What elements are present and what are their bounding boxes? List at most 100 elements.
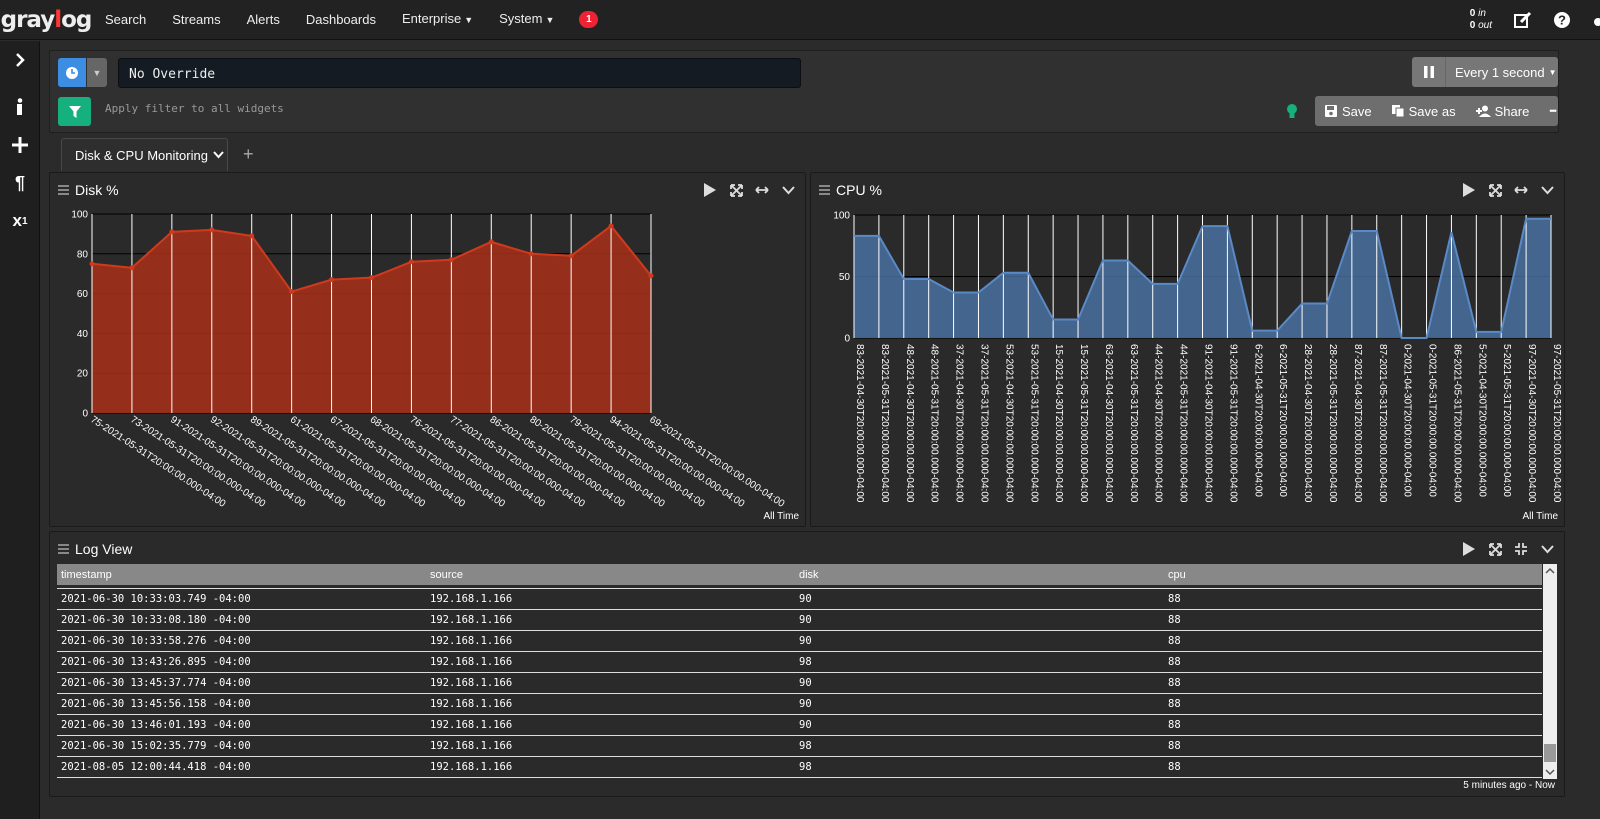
cell-source: 192.168.1.166 xyxy=(430,761,513,773)
x-tick-label: 44-2021-04-30T20:00:00.000-04:00 xyxy=(1153,344,1164,503)
lightbulb-icon[interactable] xyxy=(1286,103,1298,121)
x-tick-label: 5-2021-04-30T20:00:00.000-04:00 xyxy=(1476,344,1487,497)
x-tick-label: 6-2021-05-31T20:00:00.000-04:00 xyxy=(1277,344,1288,497)
x-tick-label: 37-2021-04-30T20:00:00.000-04:00 xyxy=(954,344,965,503)
widget-filter-input[interactable]: Apply filter to all widgets xyxy=(105,102,284,115)
paragraph-icon[interactable]: ¶ xyxy=(14,172,25,193)
tab-disk-cpu-monitoring[interactable]: Disk & CPU Monitoring xyxy=(61,138,228,171)
expand-icon[interactable] xyxy=(727,181,745,199)
play-icon[interactable] xyxy=(1460,181,1478,199)
drag-handle-icon[interactable] xyxy=(819,185,830,195)
refresh-interval-label[interactable]: Every 1 second xyxy=(1455,64,1545,80)
cell-timestamp: 2021-06-30 13:43:26.895 -04:00 xyxy=(61,656,251,668)
log-table: timestamp source disk cpu 2021-06-30 10:… xyxy=(57,564,1542,778)
cell-cpu: 88 xyxy=(1168,719,1181,731)
x-tick-label: 15-2021-04-30T20:00:00.000-04:00 xyxy=(1053,344,1064,503)
expand-icon[interactable] xyxy=(1486,540,1504,558)
more-actions-button[interactable]: ••• xyxy=(1549,106,1556,116)
x-tick-label: 28-2021-05-31T20:00:00.000-04:00 xyxy=(1327,344,1338,503)
table-row[interactable]: 2021-06-30 13:43:26.895 -04:00 192.168.1.… xyxy=(57,652,1542,673)
nav-system-label: System xyxy=(499,11,543,26)
expand-icon[interactable] xyxy=(1486,181,1504,199)
play-icon[interactable] xyxy=(1460,540,1478,558)
x-tick-label: 0-2021-04-30T20:00:00.000-04:00 xyxy=(1402,344,1413,497)
chevron-down-icon[interactable] xyxy=(779,181,797,199)
save-button[interactable]: Save xyxy=(1315,96,1382,126)
table-row[interactable]: 2021-06-30 10:33:08.180 -04:00 192.168.1.… xyxy=(57,610,1542,631)
y-tick-label: 60 xyxy=(77,289,89,300)
graylog-logo[interactable]: gray l og xyxy=(0,6,93,33)
chevron-down-icon[interactable] xyxy=(1538,540,1556,558)
table-row[interactable]: 2021-06-30 10:33:03.749 -04:00 192.168.1.… xyxy=(57,589,1542,610)
log-view-widget: Log View timestamp source disk cpu 2021-… xyxy=(49,531,1565,797)
chevron-down-icon[interactable] xyxy=(213,151,224,159)
chevron-down-icon[interactable] xyxy=(1538,181,1556,199)
share-button[interactable]: Share xyxy=(1466,96,1540,126)
y-tick-label: 50 xyxy=(839,272,851,283)
scrollbar-thumb[interactable] xyxy=(1544,744,1556,762)
stream-override-input[interactable]: No Override xyxy=(118,58,801,88)
notification-badge[interactable]: 1 xyxy=(579,11,599,28)
edit-icon[interactable] xyxy=(1512,9,1534,31)
x-tick-label: 5-2021-05-31T20:00:00.000-04:00 xyxy=(1501,344,1512,497)
time-range-button[interactable] xyxy=(58,58,86,87)
column-header-timestamp[interactable]: timestamp xyxy=(61,568,112,581)
plus-icon[interactable] xyxy=(0,126,40,164)
x-tick-label: 83-2021-04-30T20:00:00.000-04:00 xyxy=(854,344,865,503)
y-tick-label: 80 xyxy=(77,249,89,260)
nav-search[interactable]: Search xyxy=(105,11,147,27)
table-row[interactable]: 2021-06-30 13:45:56.158 -04:00 192.168.1.… xyxy=(57,694,1542,715)
nav-streams[interactable]: Streams xyxy=(172,11,221,27)
x-tick-label: 6-2021-04-30T20:00:00.000-04:00 xyxy=(1252,344,1263,497)
disk-area-chart: 02040608010075-2021-05-31T20:00:00.000-0… xyxy=(71,210,786,511)
column-header-disk[interactable]: disk xyxy=(799,568,819,581)
info-icon[interactable] xyxy=(0,88,40,126)
nav-enterprise-dropdown[interactable]: Enterprise ▼ xyxy=(389,0,486,40)
data-point xyxy=(329,277,335,283)
chevron-right-icon[interactable] xyxy=(0,41,40,79)
table-row[interactable]: 2021-06-30 10:33:58.276 -04:00 192.168.1.… xyxy=(57,631,1542,652)
cell-cpu: 88 xyxy=(1168,677,1181,689)
column-header-cpu[interactable]: cpu xyxy=(1168,568,1186,581)
drag-handle-icon[interactable] xyxy=(58,544,69,554)
time-range-dropdown[interactable]: ▼ xyxy=(87,58,107,87)
compress-icon[interactable] xyxy=(1512,540,1530,558)
y-tick-label: 0 xyxy=(82,409,88,420)
cell-disk: 90 xyxy=(799,614,812,626)
column-header-source[interactable]: source xyxy=(430,568,464,581)
pause-icon[interactable] xyxy=(1412,57,1446,87)
resize-horizontal-icon[interactable] xyxy=(1512,181,1530,199)
cell-timestamp: 2021-06-30 10:33:58.276 -04:00 xyxy=(61,635,251,647)
throughput-out-label: out xyxy=(1478,20,1492,31)
play-icon[interactable] xyxy=(701,181,719,199)
x-tick-label: 87-2021-04-30T20:00:00.000-04:00 xyxy=(1352,344,1363,503)
caret-down-icon: ▼ xyxy=(464,15,474,25)
x-tick-label: 63-2021-05-31T20:00:00.000-04:00 xyxy=(1128,344,1139,503)
help-icon[interactable]: ? xyxy=(1551,9,1573,31)
filter-button[interactable] xyxy=(58,97,91,126)
user-icon[interactable] xyxy=(1590,9,1600,31)
x-tick-label: 53-2021-05-31T20:00:00.000-04:00 xyxy=(1028,344,1039,503)
table-row[interactable]: 2021-06-30 13:46:01.193 -04:00 192.168.1.… xyxy=(57,715,1542,736)
drag-handle-icon[interactable] xyxy=(58,185,69,195)
table-row[interactable]: 2021-08-05 12:00:44.418 -04:00 192.168.1.… xyxy=(57,757,1542,778)
table-row[interactable]: 2021-06-30 13:45:37.774 -04:00 192.168.1.… xyxy=(57,673,1542,694)
widget-title: Log View xyxy=(75,541,133,557)
nav-system-dropdown[interactable]: System ▼ xyxy=(486,0,567,40)
cell-source: 192.168.1.166 xyxy=(430,677,513,689)
resize-horizontal-icon[interactable] xyxy=(753,181,771,199)
refresh-control[interactable]: Every 1 second ▼ xyxy=(1412,57,1558,87)
log-scrollbar[interactable] xyxy=(1543,564,1557,779)
add-tab-icon[interactable]: + xyxy=(243,144,254,164)
data-point xyxy=(448,257,454,263)
save-as-button[interactable]: Save as xyxy=(1382,96,1466,126)
nav-dashboards[interactable]: Dashboards xyxy=(305,11,376,27)
cpu-area-chart: 0 50 100 83-2021-04-30T20:00:00.000-04:00 83… xyxy=(833,211,1562,503)
cell-cpu: 88 xyxy=(1168,698,1181,710)
nav-alerts[interactable]: Alerts xyxy=(246,11,280,27)
table-row[interactable]: 2021-06-30 15:02:35.779 -04:00 192.168.1.… xyxy=(57,736,1542,757)
x-tick-label: 44-2021-05-31T20:00:00.000-04:00 xyxy=(1178,344,1189,503)
data-point xyxy=(408,259,414,265)
x-tick-label: 53-2021-04-30T20:00:00.000-04:00 xyxy=(1003,344,1014,503)
